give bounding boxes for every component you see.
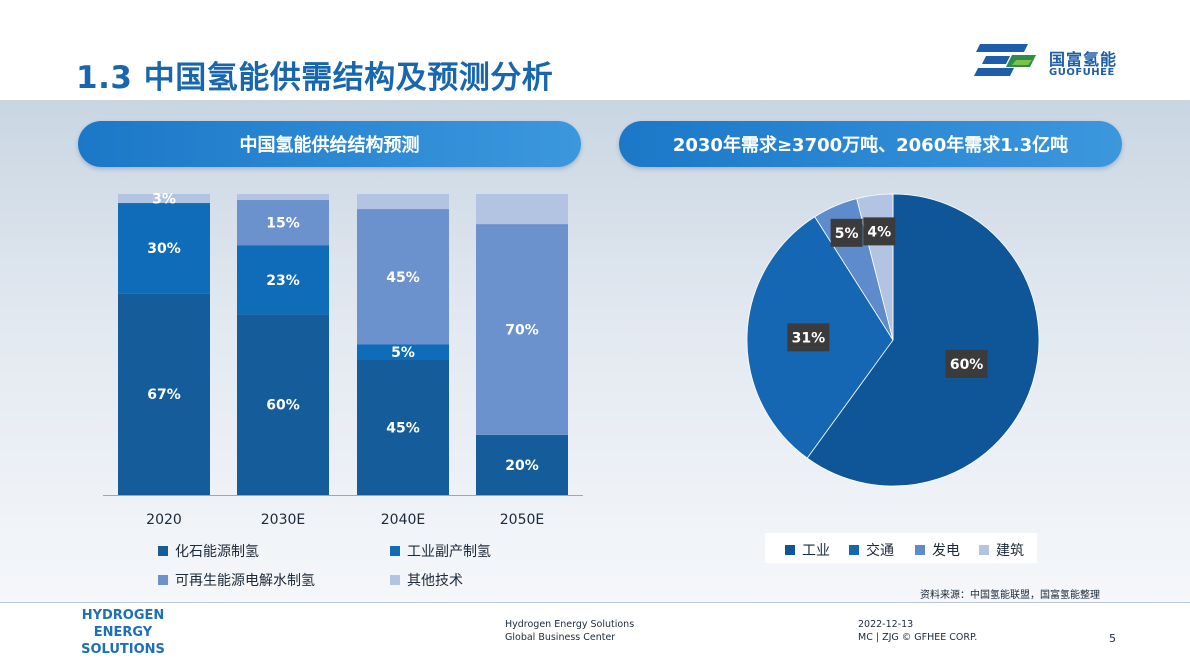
pie-legend-item-power: 发电: [915, 540, 960, 560]
legend-item-renewable: 可再生能源电解水制氢: [158, 570, 315, 590]
bar-segment: [118, 203, 210, 294]
pie-label-box: [863, 217, 896, 246]
bar-segment: [118, 194, 210, 204]
bar-segment: [357, 359, 449, 495]
bar-segment: [476, 224, 568, 435]
legend-label-renewable: 可再生能源电解水制氢: [175, 573, 315, 589]
legend-swatch-other: [390, 575, 400, 585]
demand-panel-title: 2030年需求≥3700万吨、2060年需求1.3亿吨: [619, 121, 1122, 167]
pie-legend-label-transport: 交通: [866, 543, 894, 559]
bar-segment: [237, 200, 329, 246]
bar-data-label: 15%: [266, 216, 300, 232]
pie-data-label: 4%: [867, 224, 891, 240]
legend-swatch-renewable: [158, 575, 168, 585]
footer-divider: [0, 602, 1190, 603]
x-tick-label: 2050E: [500, 512, 544, 528]
bar-segment: [237, 314, 329, 495]
bar-segment: [237, 194, 329, 201]
legend-swatch-industrial: [390, 546, 400, 556]
bar-segment: [357, 209, 449, 345]
bar-segment: [476, 194, 568, 225]
x-tick-label: 2030E: [261, 512, 305, 528]
footer-brand-line: ENERGY: [93, 625, 153, 640]
footer-brand: HYDROGEN ENERGY SOLUTIONS: [78, 607, 168, 658]
pie-slice: [806, 193, 1040, 487]
pie-legend-item-industry: 工业: [785, 540, 830, 560]
footer-copyright: MC | ZJG © GFHEE CORP.: [858, 632, 978, 643]
pie-legend-swatch-industry: [785, 545, 795, 555]
company-logo: 国富氢能 GUOFUHEE: [970, 40, 1122, 86]
pie-data-label: 5%: [835, 226, 859, 242]
bar-data-label: 60%: [266, 398, 300, 414]
source-note: 资料来源：中国氢能联盟，国富氢能整理: [920, 590, 1100, 601]
pie-data-label: 31%: [792, 330, 826, 346]
legend-item-fossil: 化石能源制氢: [158, 541, 259, 561]
footer-right-info: 2022-12-13 MC | ZJG © GFHEE CORP.: [858, 618, 977, 644]
pie-legend-label-power: 发电: [932, 543, 960, 559]
pie-legend-swatch-transport: [849, 545, 859, 555]
bar-data-label: 45%: [386, 270, 420, 286]
bar-segment: [357, 194, 449, 210]
legend-item-industrial: 工业副产制氢: [390, 541, 491, 561]
legend-label-industrial: 工业副产制氢: [407, 544, 491, 560]
footer-brand-line: SOLUTIONS: [81, 642, 165, 657]
pie-label-box: [787, 323, 830, 352]
logo-text-cn: 国富氢能: [1049, 50, 1118, 69]
page-title: 1.3 中国氢能供需结构及预测分析: [76, 60, 554, 96]
pie-legend-swatch-building: [979, 545, 989, 555]
pie-data-label: 60%: [950, 357, 984, 373]
legend-label-fossil: 化石能源制氢: [175, 544, 259, 560]
pie-legend-swatch-power: [915, 545, 925, 555]
legend-item-other: 其他技术: [390, 570, 463, 590]
supply-panel-title: 中国氢能供给结构预测: [78, 121, 581, 167]
bar-segment: [476, 434, 568, 495]
footer-date: 2022-12-13: [858, 619, 914, 630]
bar-segment: [357, 344, 449, 360]
pie-legend: 工业 交通 发电 建筑: [765, 533, 1037, 563]
bar-segment: [237, 245, 329, 315]
page-number: 5: [1109, 632, 1116, 645]
x-tick-label: 2020: [146, 512, 182, 528]
bar-data-label: 20%: [505, 458, 539, 474]
bar-data-label: 30%: [147, 241, 181, 257]
pie-legend-label-industry: 工业: [802, 543, 830, 559]
bar-data-label: 70%: [505, 322, 539, 338]
legend-swatch-fossil: [158, 546, 168, 556]
pie-label-box: [830, 218, 863, 247]
footer-mid-line: Hydrogen Energy Solutions: [505, 619, 635, 630]
bar-data-label: 23%: [266, 273, 300, 289]
pie-legend-item-transport: 交通: [849, 540, 894, 560]
pie-legend-label-building: 建筑: [996, 543, 1024, 559]
bar-segment: [118, 293, 210, 495]
bar-data-label: 3%: [152, 192, 176, 208]
pie-label-box: [945, 349, 988, 378]
x-tick-label: 2040E: [381, 512, 425, 528]
legend-label-other: 其他技术: [407, 573, 463, 589]
logo-text-en: GUOFUHEE: [1049, 67, 1115, 78]
logo-mark-icon: [974, 44, 1036, 76]
bar-data-label: 67%: [147, 387, 181, 403]
footer-center-info: Hydrogen Energy Solutions Global Busines…: [505, 618, 634, 644]
footer-brand-line: HYDROGEN: [81, 608, 165, 623]
pie-legend-item-building: 建筑: [979, 540, 1024, 560]
bar-data-label: 5%: [391, 345, 415, 361]
footer-mid-line: Global Business Center: [505, 632, 616, 643]
bar-data-label: 45%: [386, 420, 420, 436]
